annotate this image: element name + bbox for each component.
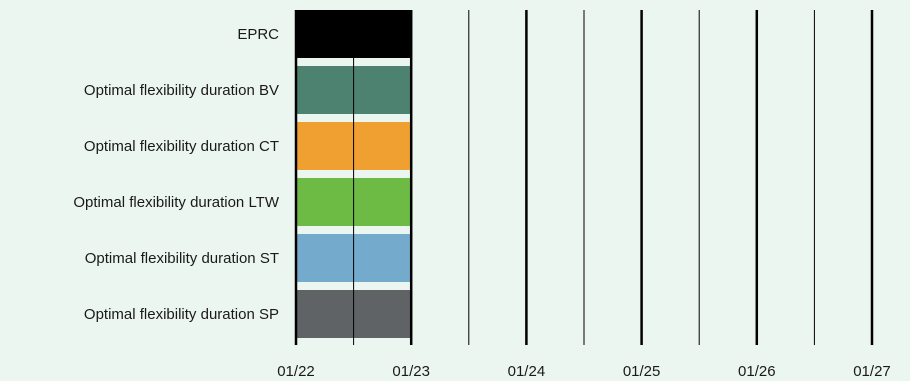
category-label: Optimal flexibility duration SP <box>84 306 279 323</box>
category-label: Optimal flexibility duration BV <box>84 82 279 99</box>
category-label: EPRC <box>237 26 279 43</box>
x-tick-label: 01/26 <box>738 363 776 380</box>
x-tick-label: 01/24 <box>508 363 546 380</box>
x-tick-labels: 01/22 01/23 01/24 01/25 01/26 01/27 <box>277 363 891 380</box>
category-label: Optimal flexibility duration LTW <box>73 194 279 211</box>
category-label: Optimal flexibility duration ST <box>85 250 279 267</box>
category-labels: EPRC Optimal flexibility duration BV Optim… <box>73 26 279 323</box>
x-tick-label: 01/25 <box>623 363 661 380</box>
x-tick-label: 01/23 <box>392 363 430 380</box>
x-tick-label: 01/22 <box>277 363 315 380</box>
category-label: Optimal flexibility duration CT <box>84 138 279 155</box>
x-tick-label: 01/27 <box>853 363 891 380</box>
grid-lines <box>294 10 874 345</box>
